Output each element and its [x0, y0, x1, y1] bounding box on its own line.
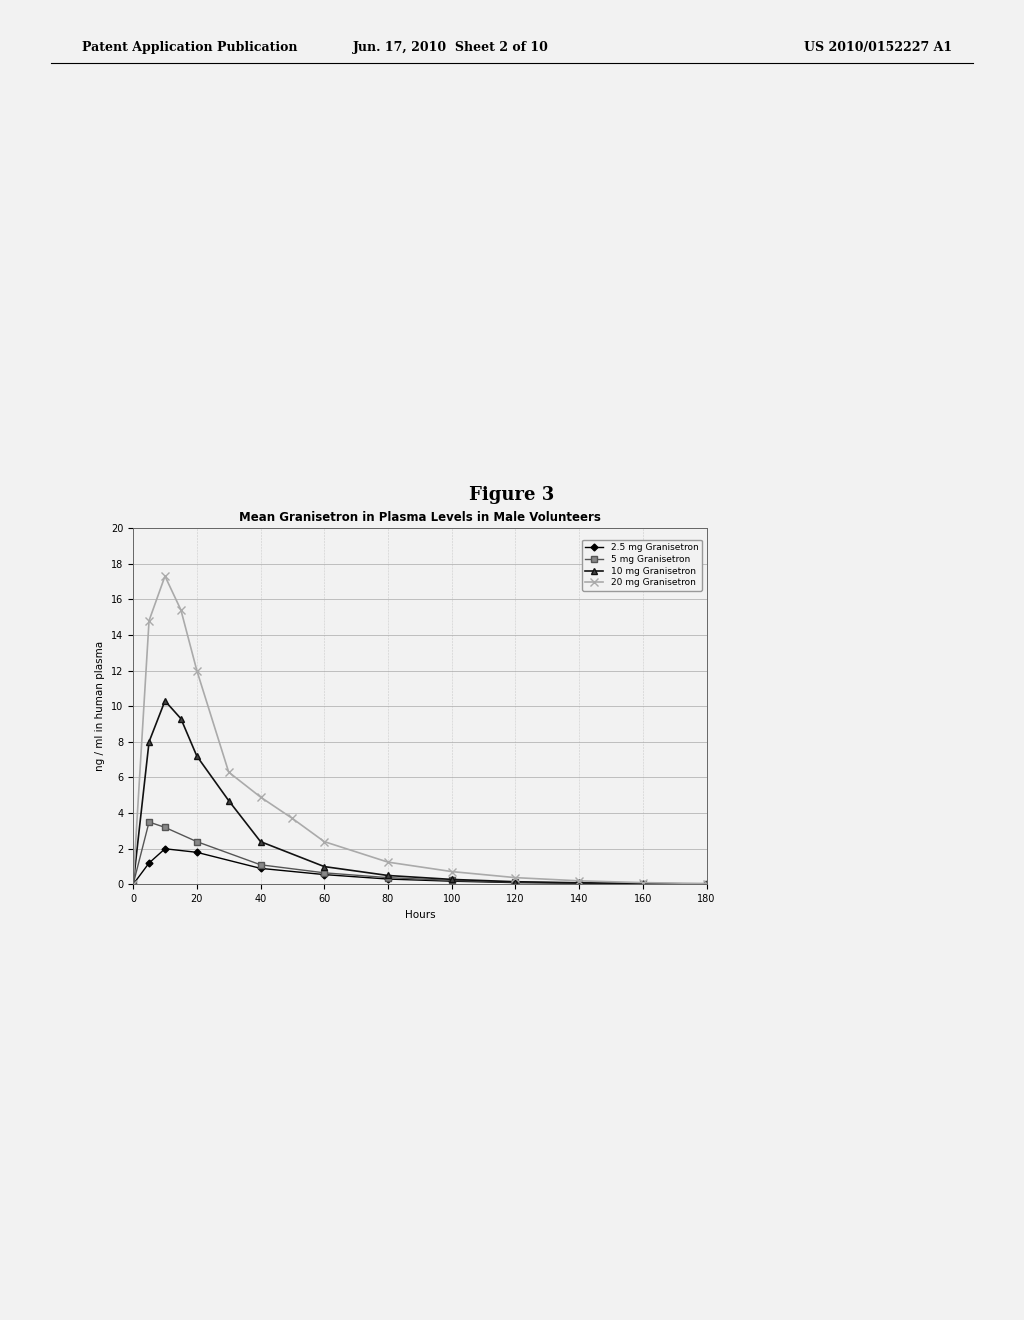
20 mg Granisetron: [287, 810, 299, 826]
Text: Jun. 17, 2010  Sheet 2 of 10: Jun. 17, 2010 Sheet 2 of 10: [352, 41, 549, 54]
2.5 mg Granisetron: [509, 875, 521, 891]
10 mg Granisetron: [382, 867, 394, 883]
20 mg Granisetron: [143, 612, 156, 628]
5 mg Granisetron: [143, 814, 156, 830]
10 mg Granisetron: [222, 793, 234, 809]
20 mg Granisetron: [445, 863, 458, 879]
10 mg Granisetron: [175, 710, 187, 726]
2.5 mg Granisetron: [143, 855, 156, 871]
2.5 mg Granisetron: [254, 861, 266, 876]
20 mg Granisetron: [382, 854, 394, 870]
2.5 mg Granisetron: [382, 871, 394, 887]
10 mg Granisetron: [445, 871, 458, 887]
Line: 10 mg Granisetron: 10 mg Granisetron: [130, 697, 710, 888]
Line: 20 mg Granisetron: 20 mg Granisetron: [129, 572, 711, 888]
2.5 mg Granisetron: [445, 874, 458, 890]
20 mg Granisetron: [509, 870, 521, 886]
Text: Patent Application Publication: Patent Application Publication: [82, 41, 297, 54]
20 mg Granisetron: [159, 568, 171, 583]
Legend: 2.5 mg Granisetron, 5 mg Granisetron, 10 mg Granisetron, 20 mg Granisetron: 2.5 mg Granisetron, 5 mg Granisetron, 10…: [582, 540, 702, 591]
X-axis label: Hours: Hours: [404, 909, 435, 920]
5 mg Granisetron: [254, 857, 266, 873]
5 mg Granisetron: [445, 873, 458, 888]
Text: Figure 3: Figure 3: [469, 486, 555, 504]
20 mg Granisetron: [222, 764, 234, 780]
5 mg Granisetron: [700, 876, 713, 892]
20 mg Granisetron: [190, 663, 203, 678]
5 mg Granisetron: [509, 874, 521, 890]
5 mg Granisetron: [637, 875, 649, 891]
20 mg Granisetron: [127, 876, 139, 892]
5 mg Granisetron: [382, 870, 394, 886]
10 mg Granisetron: [573, 875, 586, 891]
2.5 mg Granisetron: [127, 876, 139, 892]
2.5 mg Granisetron: [159, 841, 171, 857]
2.5 mg Granisetron: [318, 867, 331, 883]
Line: 5 mg Granisetron: 5 mg Granisetron: [130, 820, 710, 887]
5 mg Granisetron: [190, 834, 203, 850]
10 mg Granisetron: [143, 734, 156, 750]
Text: US 2010/0152227 A1: US 2010/0152227 A1: [804, 41, 952, 54]
Title: Mean Granisetron in Plasma Levels in Male Volunteers: Mean Granisetron in Plasma Levels in Mal…: [239, 511, 601, 524]
10 mg Granisetron: [159, 693, 171, 709]
10 mg Granisetron: [254, 834, 266, 850]
10 mg Granisetron: [700, 876, 713, 892]
2.5 mg Granisetron: [637, 875, 649, 891]
2.5 mg Granisetron: [573, 875, 586, 891]
2.5 mg Granisetron: [700, 876, 713, 892]
10 mg Granisetron: [127, 876, 139, 892]
20 mg Granisetron: [254, 789, 266, 805]
20 mg Granisetron: [700, 875, 713, 891]
20 mg Granisetron: [175, 602, 187, 618]
10 mg Granisetron: [509, 874, 521, 890]
10 mg Granisetron: [318, 858, 331, 874]
20 mg Granisetron: [573, 873, 586, 888]
2.5 mg Granisetron: [190, 845, 203, 861]
10 mg Granisetron: [637, 875, 649, 891]
Line: 2.5 mg Granisetron: 2.5 mg Granisetron: [131, 846, 709, 887]
10 mg Granisetron: [190, 748, 203, 764]
Y-axis label: ng / ml in human plasma: ng / ml in human plasma: [95, 642, 105, 771]
5 mg Granisetron: [318, 865, 331, 880]
20 mg Granisetron: [637, 875, 649, 891]
5 mg Granisetron: [127, 876, 139, 892]
20 mg Granisetron: [318, 834, 331, 850]
5 mg Granisetron: [159, 820, 171, 836]
5 mg Granisetron: [573, 875, 586, 891]
